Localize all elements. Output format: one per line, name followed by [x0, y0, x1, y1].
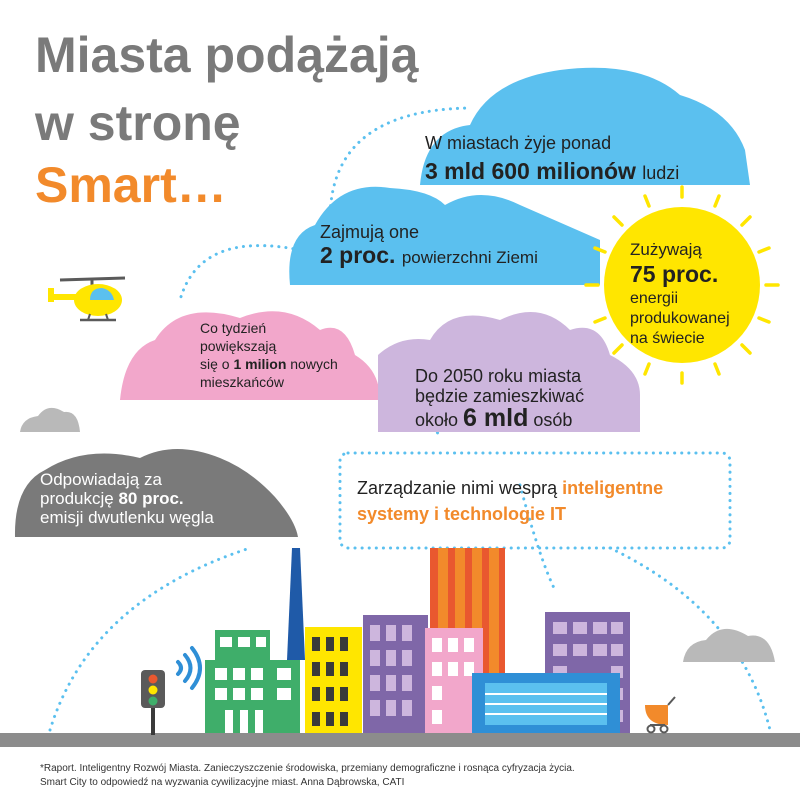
growth-line-3: się o 1 milion nowych — [200, 356, 338, 372]
dome-left — [48, 546, 252, 732]
title-line-3: Smart… — [35, 157, 227, 213]
energy-line-5: na świecie — [630, 330, 705, 347]
growth-line-2: powiększają — [200, 338, 277, 354]
emissions-line-3: emisji dwutlenku węgla — [40, 508, 214, 527]
connector-left-upper — [178, 244, 302, 302]
cloud-blue-middle — [289, 186, 600, 285]
management-line-2: systemy i technologie IT — [357, 504, 567, 524]
population-value-line: 3 mld 600 milionów ludzi — [425, 158, 679, 185]
management-highlight-1: inteligentne — [562, 478, 664, 498]
growth-line-3-pre: się o — [200, 356, 230, 372]
cloud-lilac — [378, 312, 640, 432]
ground — [0, 733, 800, 747]
cloud-pink — [120, 311, 380, 400]
emissions-line-1: Odpowiadają za — [40, 470, 162, 489]
title-line-1: Miasta podążają — [35, 27, 419, 83]
building-blue-low — [472, 673, 620, 735]
energy-intro: Zużywają — [630, 240, 702, 259]
area-value: 2 proc. — [320, 242, 396, 268]
future-line-3-pre: około — [415, 410, 459, 430]
future-line-3-post: osób — [533, 410, 573, 430]
traffic-light-icon — [141, 670, 165, 735]
future-line-3: około 6 mld osób — [415, 404, 572, 433]
management-line-1-pre: Zarządzanie nimi wesprą — [357, 478, 558, 498]
growth-line-1: Co tydzień — [200, 320, 267, 336]
building-yellow — [305, 627, 362, 735]
emissions-line-2-pre: produkcję — [40, 489, 114, 508]
title-line-2: w stronę — [35, 95, 241, 151]
energy-line-4: produkowanej — [630, 310, 730, 327]
area-unit: powierzchni Ziemi — [401, 248, 538, 267]
connector-callout — [518, 483, 557, 592]
city-skyline — [0, 548, 800, 747]
baby-stroller-icon — [645, 696, 676, 734]
sun-icon — [584, 185, 780, 385]
energy-line-3: energii — [630, 290, 679, 307]
growth-line-3-post: nowych — [290, 356, 338, 372]
tower-dark-blue — [287, 548, 305, 660]
building-green — [205, 630, 300, 735]
emissions-value: 80 proc. — [118, 489, 184, 508]
helicopter-icon — [48, 276, 126, 322]
building-purple-left — [363, 615, 428, 735]
future-value: 6 mld — [463, 404, 529, 432]
management-line-1: Zarządzanie nimi wesprą inteligentne — [357, 478, 663, 499]
footer-line-1: *Raport. Inteligentny Rozwój Miasta. Zan… — [40, 763, 575, 774]
connector-top — [328, 106, 472, 222]
cloud-dark-gray — [14, 449, 298, 537]
emissions-line-2: produkcję 80 proc. — [40, 489, 184, 509]
energy-value: 75 proc. — [630, 261, 719, 287]
cloud-small-right — [683, 628, 775, 662]
future-line-1: Do 2050 roku miasta — [415, 366, 582, 386]
footer-line-2: Smart City to odpowiedź na wyzwania cywi… — [40, 777, 405, 788]
future-line-2: będzie zamieszkiwać — [415, 386, 585, 406]
callout-border — [338, 451, 732, 550]
cloud-small-left — [20, 407, 80, 432]
area-value-line: 2 proc. powierzchni Ziemi — [320, 242, 538, 269]
wifi-signal-icon — [176, 646, 202, 690]
dome-right — [608, 546, 772, 732]
population-unit: ludzi — [642, 163, 680, 183]
growth-value: 1 milion — [233, 356, 287, 372]
population-value: 3 mld 600 milionów — [425, 158, 636, 184]
growth-line-4: mieszkańców — [200, 374, 285, 390]
area-intro: Zajmują one — [320, 222, 420, 242]
population-intro: W miastach żyje ponad — [425, 133, 612, 153]
cloud-blue-top — [420, 67, 750, 185]
